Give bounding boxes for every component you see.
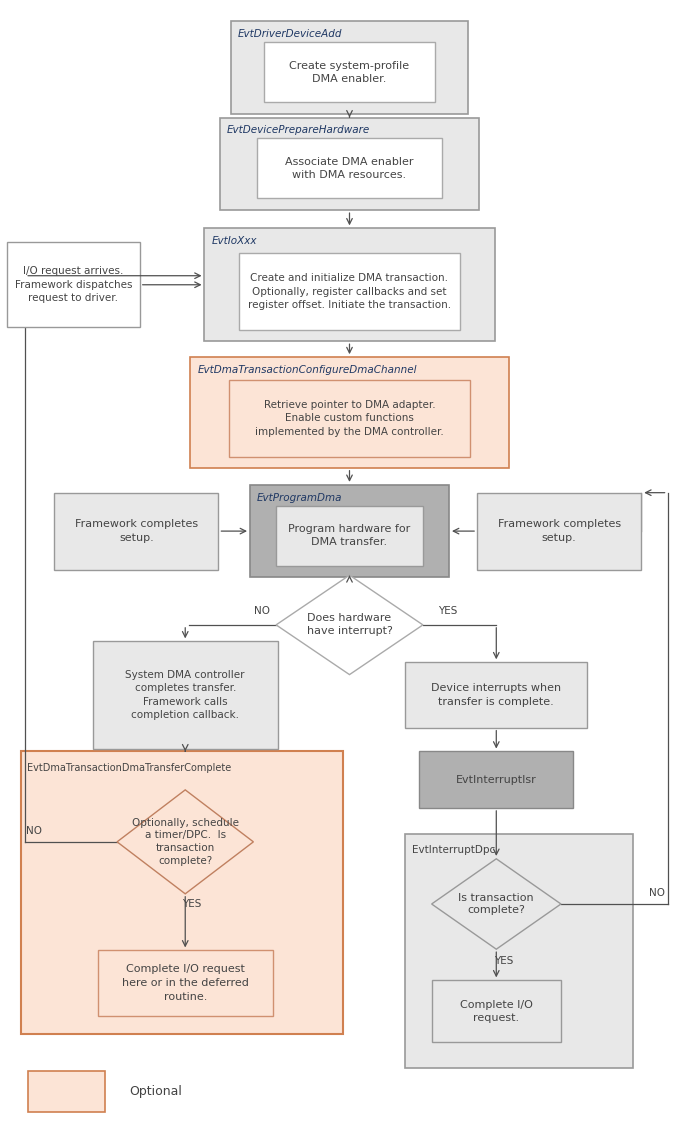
- Bar: [250, 485, 449, 577]
- Text: Associate DMA enabler
with DMA resources.: Associate DMA enabler with DMA resources…: [285, 157, 414, 180]
- Text: Device interrupts when
transfer is complete.: Device interrupts when transfer is compl…: [431, 684, 561, 706]
- Bar: [98, 950, 273, 1016]
- Text: Create system-profile
DMA enabler.: Create system-profile DMA enabler.: [289, 61, 410, 84]
- Text: Complete I/O
request.: Complete I/O request.: [460, 1000, 533, 1023]
- Text: YES: YES: [182, 899, 202, 909]
- Text: Does hardware
have interrupt?: Does hardware have interrupt?: [307, 614, 392, 636]
- Polygon shape: [276, 575, 423, 675]
- Text: EvtInterruptDpc: EvtInterruptDpc: [412, 845, 496, 855]
- Text: NO: NO: [649, 888, 665, 897]
- Bar: [92, 642, 278, 748]
- Bar: [239, 253, 460, 330]
- Text: Program hardware for
DMA transfer.: Program hardware for DMA transfer.: [289, 524, 410, 547]
- Text: Complete I/O request
here or in the deferred
routine.: Complete I/O request here or in the defe…: [122, 965, 249, 1001]
- Text: EvtIoXxx: EvtIoXxx: [211, 236, 257, 246]
- Bar: [477, 493, 642, 570]
- Bar: [55, 493, 218, 570]
- Text: NO: NO: [254, 607, 270, 616]
- Text: YES: YES: [438, 607, 457, 616]
- Bar: [7, 243, 140, 328]
- Text: Framework completes
setup.: Framework completes setup.: [75, 520, 198, 542]
- Text: EvtProgramDma: EvtProgramDma: [257, 493, 343, 503]
- Text: Optional: Optional: [129, 1085, 182, 1098]
- Text: Retrieve pointer to DMA adapter.
Enable custom functions
implemented by the DMA : Retrieve pointer to DMA adapter. Enable …: [255, 400, 444, 436]
- Bar: [229, 380, 470, 457]
- Bar: [419, 751, 573, 808]
- Bar: [204, 228, 495, 341]
- Text: Create and initialize DMA transaction.
Optionally, register callbacks and set
re: Create and initialize DMA transaction. O…: [248, 273, 451, 310]
- Text: YES: YES: [493, 956, 513, 965]
- Text: Framework completes
setup.: Framework completes setup.: [498, 520, 621, 542]
- Bar: [405, 834, 633, 1068]
- Text: EvtDriverDeviceAdd: EvtDriverDeviceAdd: [238, 29, 342, 40]
- Bar: [276, 505, 423, 565]
- Text: EvtDmaTransactionConfigureDmaChannel: EvtDmaTransactionConfigureDmaChannel: [197, 365, 417, 375]
- Bar: [190, 357, 509, 468]
- Bar: [220, 118, 479, 210]
- Polygon shape: [431, 859, 561, 949]
- Text: EvtDmaTransactionDmaTransferComplete: EvtDmaTransactionDmaTransferComplete: [27, 763, 231, 773]
- Bar: [431, 980, 561, 1042]
- Bar: [28, 1071, 105, 1112]
- Text: System DMA controller
completes transfer.
Framework calls
completion callback.: System DMA controller completes transfer…: [126, 670, 245, 720]
- Text: EvtDevicePrepareHardware: EvtDevicePrepareHardware: [227, 125, 370, 136]
- Bar: [257, 138, 442, 199]
- Text: Optionally, schedule
a timer/DPC.  Is
transaction
complete?: Optionally, schedule a timer/DPC. Is tra…: [131, 818, 239, 866]
- Text: NO: NO: [26, 826, 41, 835]
- Bar: [405, 662, 587, 728]
- Text: EvtInterruptIsr: EvtInterruptIsr: [456, 775, 537, 784]
- Bar: [21, 751, 343, 1034]
- Text: I/O request arrives.
Framework dispatches
request to driver.: I/O request arrives. Framework dispatche…: [15, 267, 132, 303]
- Bar: [231, 21, 468, 114]
- Polygon shape: [117, 790, 254, 894]
- Bar: [264, 42, 435, 103]
- Text: Is transaction
complete?: Is transaction complete?: [459, 893, 534, 915]
